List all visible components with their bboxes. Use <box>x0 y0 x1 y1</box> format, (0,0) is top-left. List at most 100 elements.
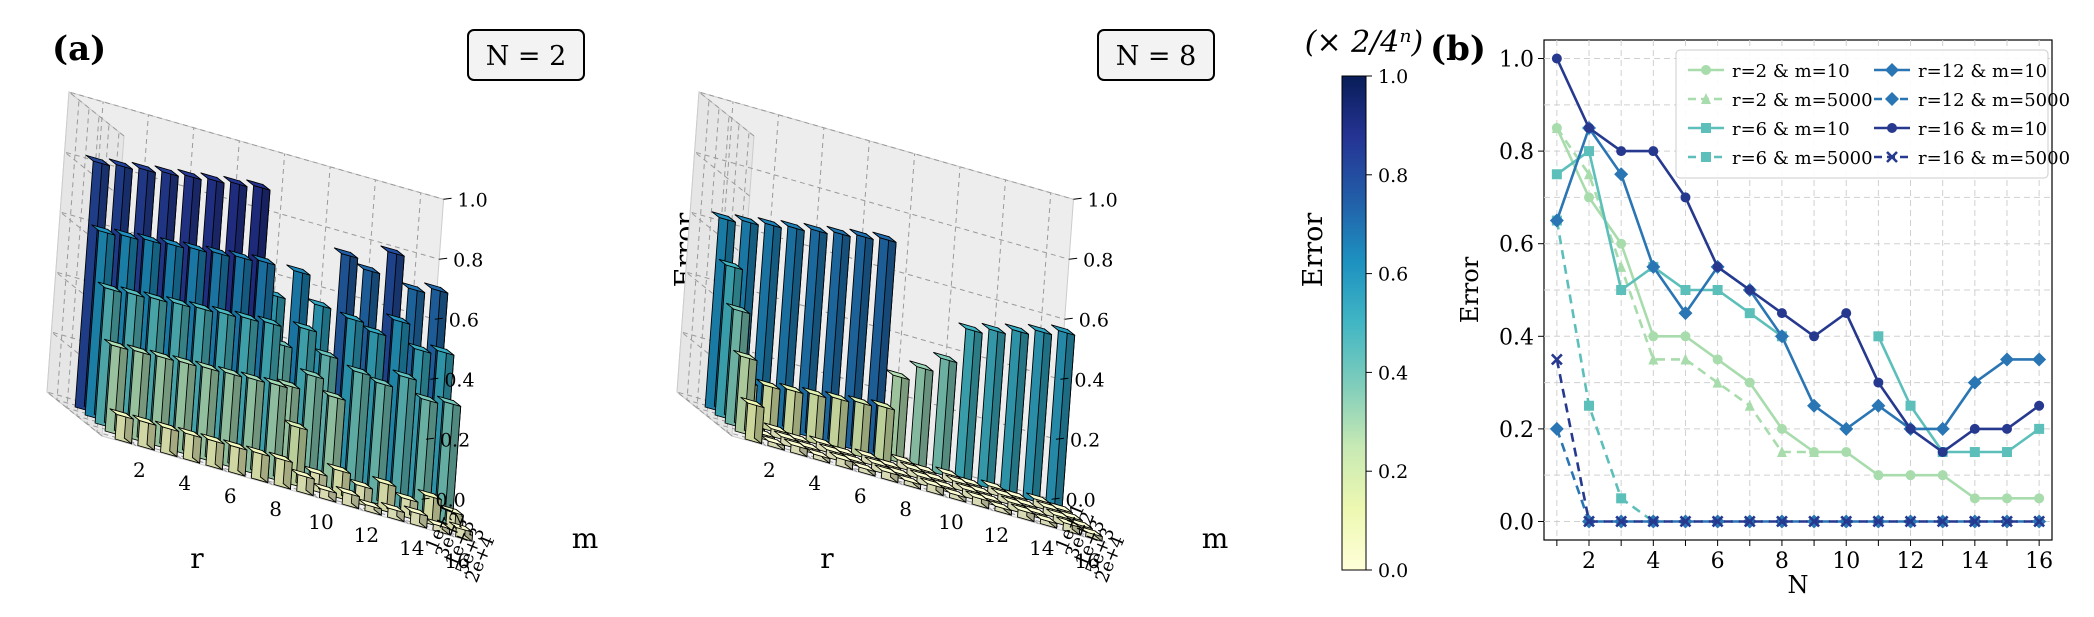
data-point <box>1937 447 1948 458</box>
bar-r13-m0 <box>380 501 405 523</box>
data-point <box>1776 515 1788 528</box>
data-point <box>1872 515 1885 528</box>
x-tick-label: 16 <box>1074 549 1099 573</box>
bar3d-chart-n2: 0.00.20.40.60.81.02468101214161e+13e+21e… <box>46 29 701 586</box>
z-tick-label: 0.2 <box>440 429 470 451</box>
legend-label: r=16 & m=5000 <box>1918 148 2070 169</box>
y-tick-label: 1.0 <box>1499 48 1534 73</box>
legend-entry: r=2 & m=10 <box>1688 61 1850 82</box>
data-point <box>1550 353 1563 366</box>
bar-r6-m4 <box>818 225 851 446</box>
line-chart-xlabel: N <box>1788 571 1809 599</box>
z-tick-label: 0.6 <box>449 309 479 331</box>
x-tick-label: 16 <box>2025 549 2053 574</box>
title-box-n2: N = 2 <box>467 29 585 81</box>
data-point <box>1969 423 1980 434</box>
x-tick-label: 10 <box>1832 549 1860 574</box>
data-point <box>1648 146 1659 157</box>
z-tick-label: 0.8 <box>453 249 483 271</box>
bar-r3-m3 <box>756 378 781 434</box>
bar-r8-m0 <box>268 451 293 491</box>
legend-entry: r=12 & m=10 <box>1874 61 2047 82</box>
data-point <box>1551 53 1562 64</box>
data-point <box>1712 285 1723 295</box>
data-point <box>2001 447 2012 458</box>
data-point <box>2034 493 2045 504</box>
data-point <box>1584 122 1595 133</box>
line-chart-series <box>1549 53 2047 529</box>
series-line-7 <box>1550 353 2046 528</box>
data-point <box>1969 447 1980 458</box>
legend-entry: r=16 & m=10 <box>1874 119 2047 140</box>
data-point <box>1701 152 1711 162</box>
bar-r5-m4 <box>795 222 828 439</box>
data-point <box>1615 515 1628 528</box>
data-point <box>1904 515 1917 528</box>
x-tick-label: 8 <box>1775 549 1789 574</box>
data-point <box>1551 121 1562 133</box>
x-tick-label: 4 <box>178 471 191 495</box>
x-tick-label: 6 <box>854 484 867 508</box>
colorbar-label: (× 2/4ⁿ) <box>1305 25 1424 60</box>
legend-label: r=6 & m=10 <box>1732 119 1850 140</box>
data-point <box>1680 353 1691 365</box>
data-point <box>1647 515 1660 528</box>
bar3d-n8-title: N = 8 <box>1116 41 1197 72</box>
bar-r3-m4 <box>750 217 782 426</box>
data-point <box>1886 151 1898 163</box>
bar-r16-m0 <box>1078 525 1103 543</box>
bar-r9-m0 <box>290 468 315 497</box>
colorbar-tick-label: 0.6 <box>1378 264 1408 286</box>
data-point <box>1873 470 1884 481</box>
bar3d-chart-n8: 0.00.20.40.60.81.02468101214161e+13e+21e… <box>676 29 1329 586</box>
x-tick-label: 12 <box>984 523 1009 547</box>
data-point <box>1584 192 1595 203</box>
data-point <box>1809 331 1820 342</box>
z-tick-label: 0.0 <box>436 489 466 511</box>
bar-r1-m0 <box>109 408 134 445</box>
x-tick-label: 10 <box>308 510 333 534</box>
data-point <box>1885 92 1899 106</box>
colorbar-tick-label: 0.2 <box>1378 461 1408 483</box>
data-point <box>2034 423 2045 434</box>
bar3d-n8-xlabel: r <box>820 542 834 575</box>
bar-r16-m0 <box>448 521 474 543</box>
data-point <box>1680 285 1691 295</box>
bar3d-n2-ticks: 0.00.20.40.60.81.02468101214161e+13e+21e… <box>133 189 499 585</box>
colorbar-tick-label: 0.4 <box>1378 362 1408 384</box>
data-point <box>1616 493 1627 504</box>
data-point <box>1583 515 1595 528</box>
data-point <box>1935 421 1950 436</box>
colorbar-tick-label: 1.0 <box>1378 66 1408 88</box>
data-point <box>1808 515 1820 528</box>
bar-r4-m3 <box>779 382 804 441</box>
data-point <box>1584 146 1595 157</box>
x-tick-label: 6 <box>1711 549 1725 574</box>
z-tick-label: 1.0 <box>1088 189 1118 211</box>
data-point <box>1841 308 1852 319</box>
data-point <box>2032 352 2047 367</box>
data-point <box>1969 493 1980 504</box>
data-point <box>1937 470 1948 481</box>
panel-b-label: (b) <box>1430 29 1486 69</box>
series-line-1 <box>1551 121 1820 458</box>
data-point <box>1871 398 1886 413</box>
legend-label: r=12 & m=10 <box>1918 61 2047 82</box>
line-chart-ylabel: Error <box>1456 256 1484 323</box>
bar-r9-m0 <box>919 477 945 497</box>
bar-r15-m0 <box>425 517 451 536</box>
bar3d-n2-xlabel: r <box>190 542 204 575</box>
panel-a-label: (a) <box>52 29 106 69</box>
bar-r5-m0 <box>829 451 854 471</box>
data-point <box>1744 308 1755 319</box>
z-tick-label: 0.0 <box>1066 489 1096 511</box>
data-point <box>1936 515 1949 528</box>
z-tick-label: 0.8 <box>1083 249 1113 271</box>
line-chart: 2 4 6 8 10 12 14 16 0.0 0.2 0.4 0.6 0.8 1.0 r=2 & m=1… <box>1456 39 2070 599</box>
data-point <box>1648 331 1659 342</box>
bar-r8-m0 <box>896 473 922 491</box>
bar-r7-m3 <box>847 395 872 460</box>
bar-r7-m0 <box>874 464 899 484</box>
legend-label: r=12 & m=5000 <box>1918 90 2070 111</box>
bar-r6-m0 <box>223 439 248 478</box>
